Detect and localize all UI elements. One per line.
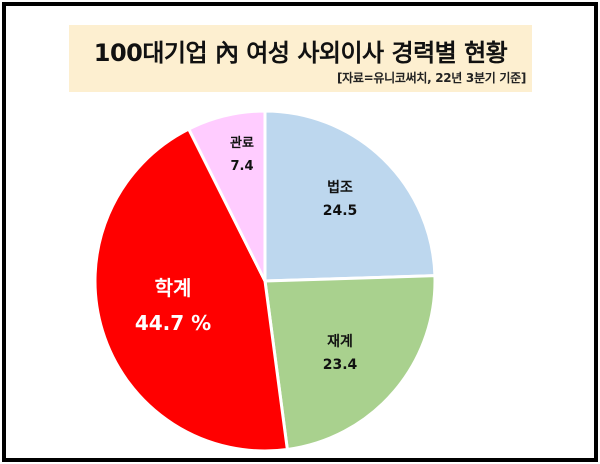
chart-source: [자료=유니코써치, 22년 3분기 기준] bbox=[336, 71, 526, 85]
slice-label-jaegye: 재계 23.4 bbox=[323, 334, 358, 373]
pie-slices bbox=[93, 109, 437, 453]
svg-text:24.5: 24.5 bbox=[323, 203, 358, 219]
slice-label-hakgye: 학계 44.7 % bbox=[135, 276, 211, 335]
title-banner: 100대기업 內 여성 사외이사 경력별 현황 [자료=유니코써치, 22년 3… bbox=[69, 25, 532, 92]
slice-gwallyo bbox=[186, 109, 267, 282]
svg-text:관료: 관료 bbox=[230, 135, 254, 151]
slice-jaegye bbox=[263, 274, 437, 452]
slice-label-beopjo: 법조 24.5 bbox=[323, 180, 358, 219]
slice-hakgye bbox=[93, 127, 290, 453]
slice-label-gwallyo: 관료 7.4 bbox=[230, 135, 254, 174]
svg-text:학계: 학계 bbox=[155, 276, 192, 300]
chart-title: 100대기업 內 여성 사외이사 경력별 현황 bbox=[93, 39, 508, 67]
svg-text:23.4: 23.4 bbox=[323, 357, 358, 373]
svg-text:재계: 재계 bbox=[327, 334, 353, 350]
slice-beopjo bbox=[263, 109, 437, 283]
svg-text:법조: 법조 bbox=[327, 180, 353, 196]
svg-text:7.4: 7.4 bbox=[230, 159, 253, 174]
svg-text:44.7 %: 44.7 % bbox=[135, 311, 211, 335]
